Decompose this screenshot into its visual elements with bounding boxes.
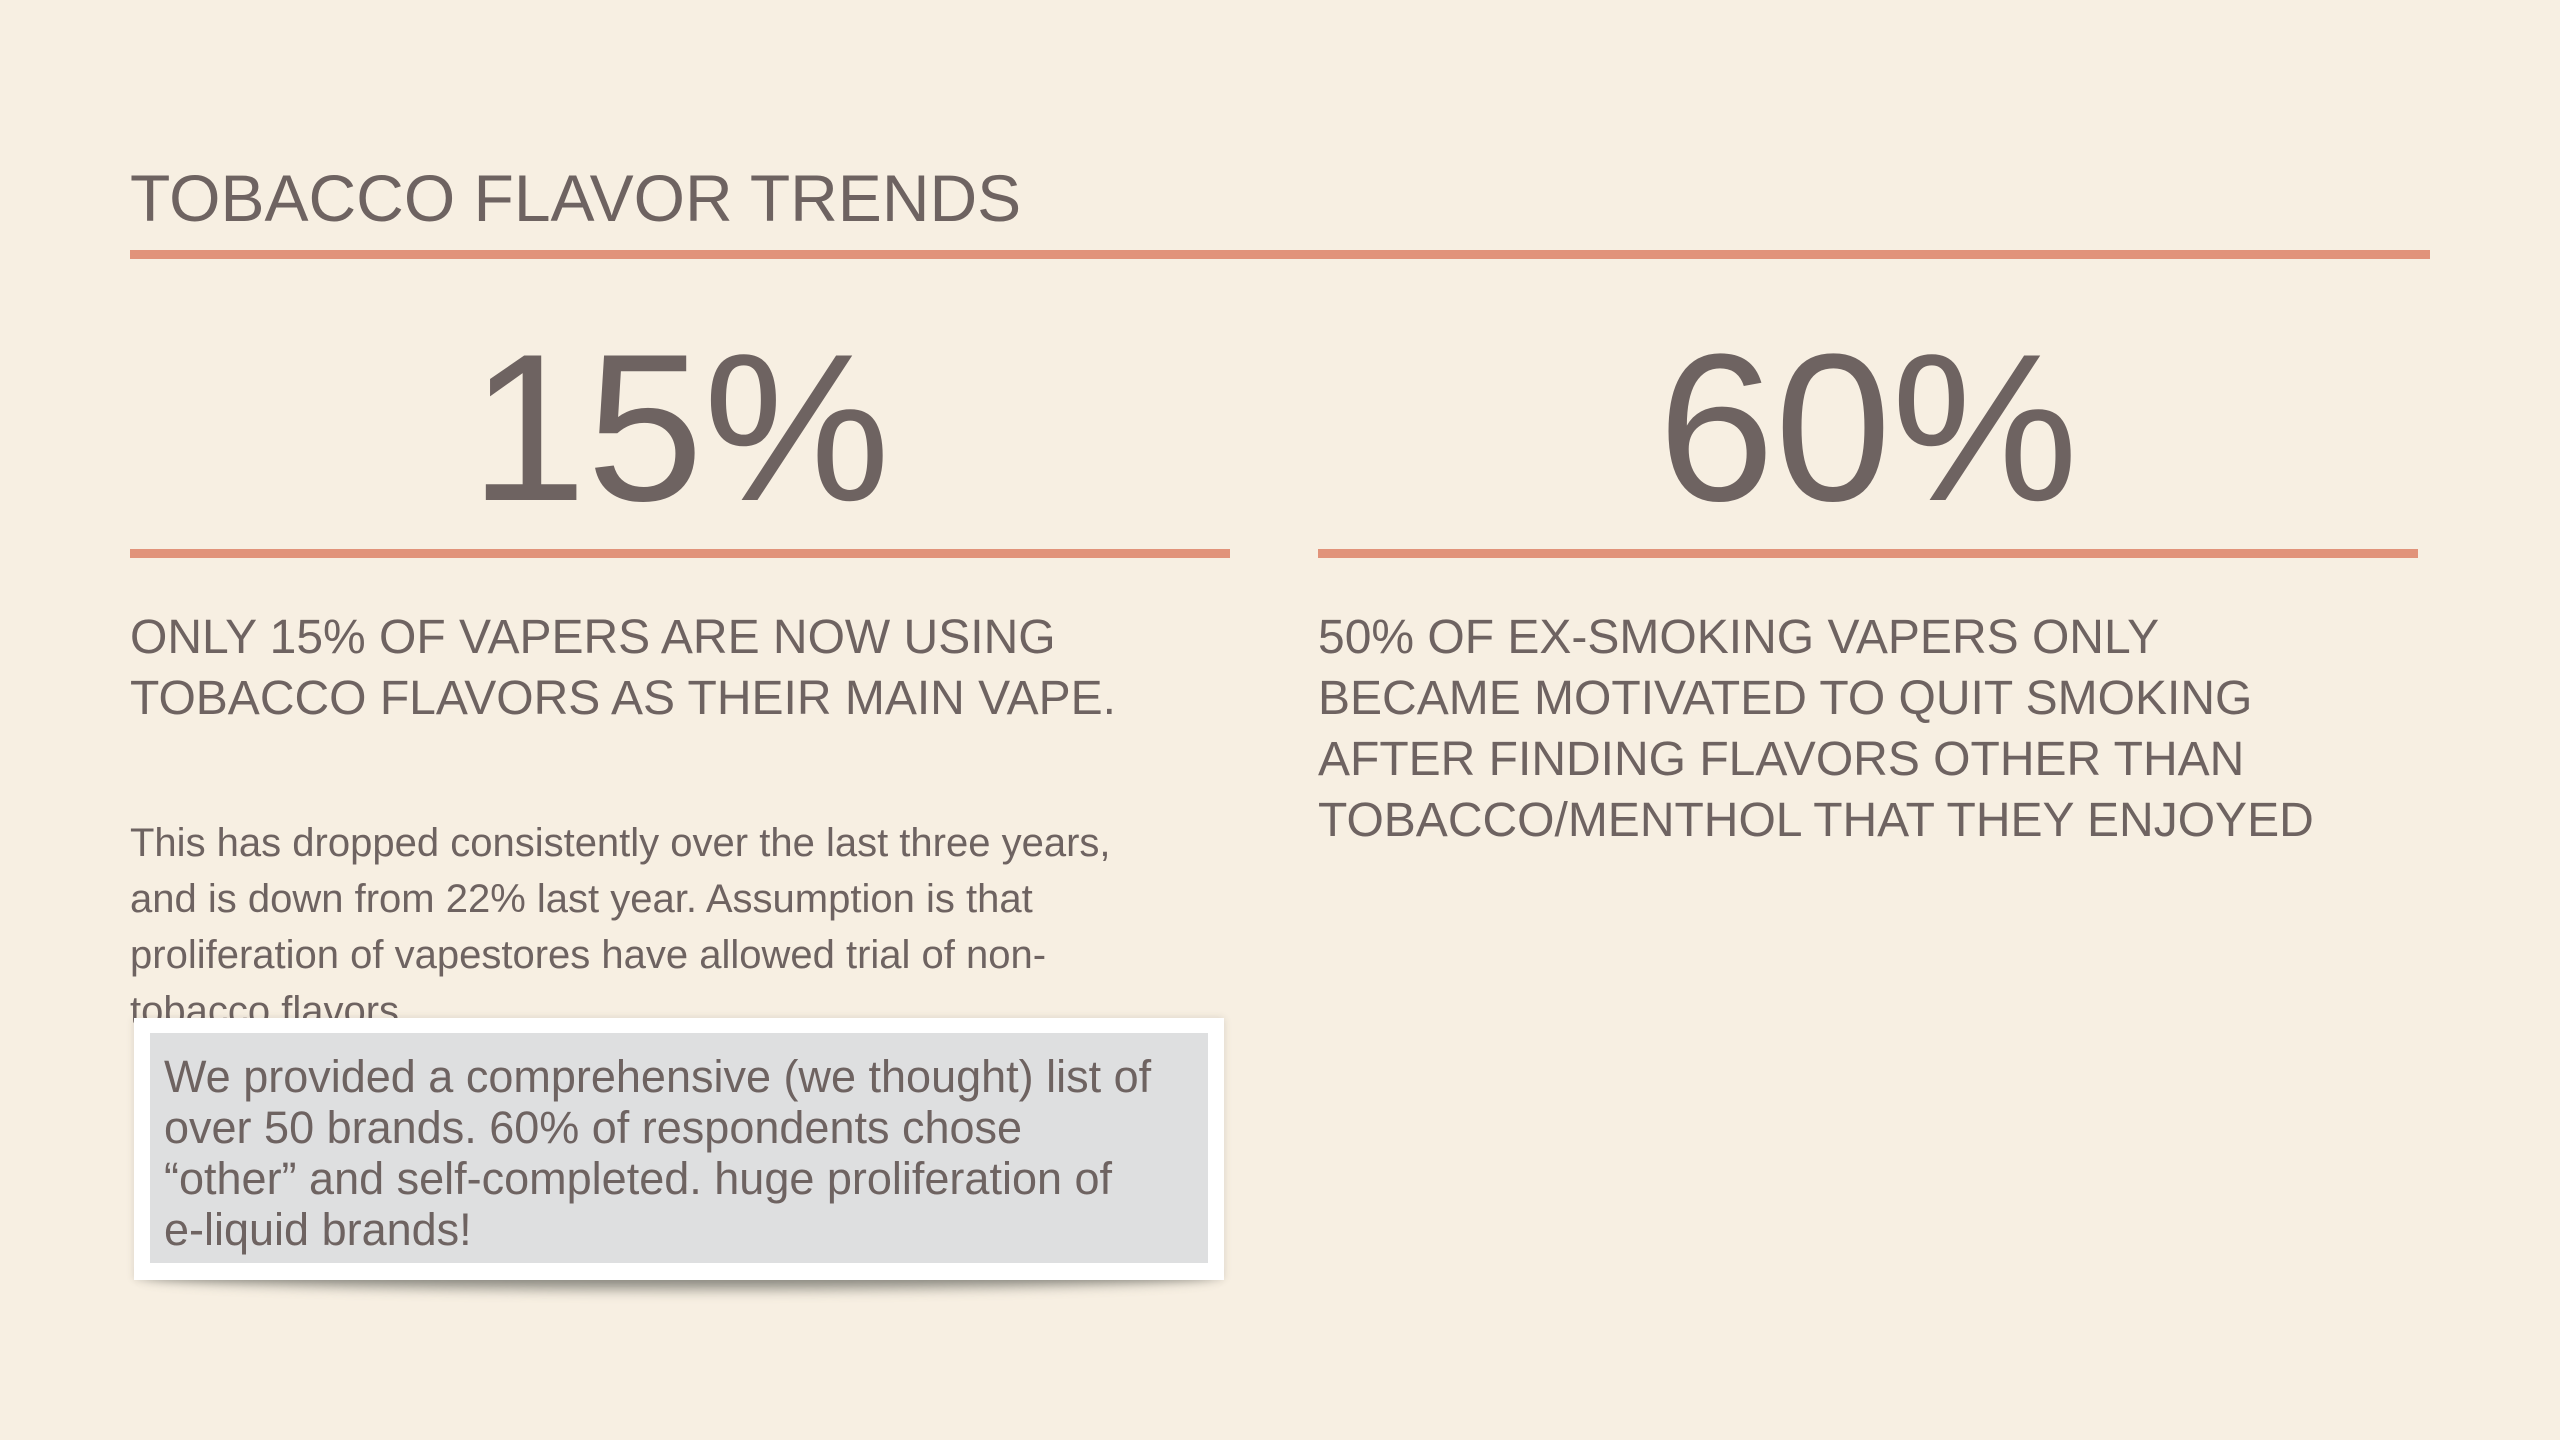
right-stat: 60% [1657,310,2079,545]
body-line: and is down from 22% last year. Assumpti… [130,877,1033,921]
right-heading-line: TOBACCO/MENTHOL THAT THEY ENJOYED [1318,794,2314,847]
left-heading-line: TOBACCO FLAVORS AS THEIR MAIN VAPE. [130,672,1117,725]
callout-frame: We provided a comprehensive (we thought)… [134,1018,1224,1280]
left-heading-line: ONLY 15% OF VAPERS ARE NOW USING [130,611,1056,664]
right-heading: 50% OF EX-SMOKING VAPERS ONLY BECAME MOT… [1318,607,2438,851]
body-line: This has dropped consistently over the l… [130,821,1111,865]
left-body-text: This has dropped consistently over the l… [130,815,1230,1025]
title-divider [130,250,2430,259]
callout-line: We provided a comprehensive (we thought)… [164,1051,1152,1102]
callout-inner: We provided a comprehensive (we thought)… [150,1033,1208,1263]
callout-line: over 50 brands. 60% of respondents chose [164,1102,1023,1153]
left-stat-divider [130,549,1230,558]
callout-note: We provided a comprehensive (we thought)… [134,1018,1224,1290]
right-heading-line: AFTER FINDING FLAVORS OTHER THAN [1318,733,2245,786]
left-heading: ONLY 15% OF VAPERS ARE NOW USING TOBACCO… [130,607,1250,729]
slide-title: TOBACCO FLAVOR TRENDS [130,161,1022,235]
right-heading-line: BECAME MOTIVATED TO QUIT SMOKING [1318,672,2253,725]
right-stat-divider [1318,549,2418,558]
body-line: proliferation of vapestores have allowed… [130,933,1047,977]
left-stat: 15% [469,310,891,545]
right-heading-line: 50% OF EX-SMOKING VAPERS ONLY [1318,611,2160,664]
callout-line: “other” and self-completed. huge prolife… [164,1153,1113,1204]
callout-line: e-liquid brands! [164,1204,472,1255]
callout-text: We provided a comprehensive (we thought)… [164,1051,1192,1255]
